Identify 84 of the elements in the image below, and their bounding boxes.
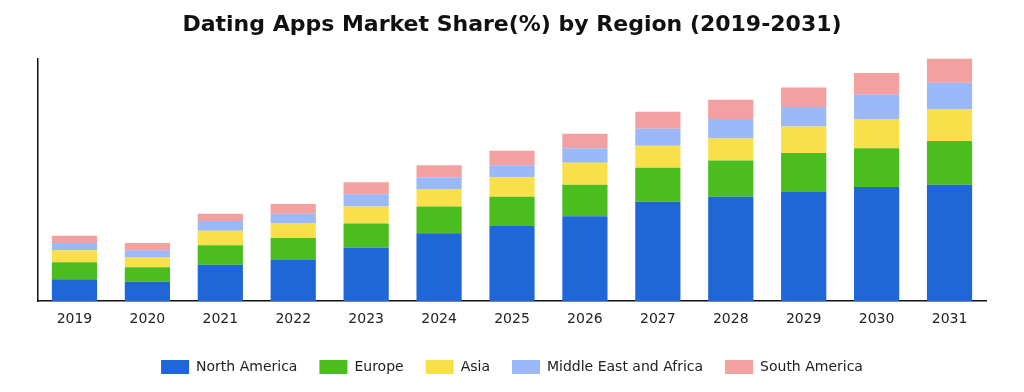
bar — [270, 259, 316, 302]
bar — [708, 119, 754, 139]
bar — [781, 106, 827, 127]
bar — [489, 177, 535, 197]
bar — [197, 245, 243, 265]
bar — [926, 109, 973, 141]
bar — [124, 257, 170, 268]
x-tick-label: 2026 — [567, 310, 603, 327]
bar — [854, 148, 900, 188]
x-tick-label: 2029 — [785, 310, 822, 327]
x-tick-label: 2030 — [858, 310, 895, 327]
bar — [635, 167, 681, 202]
legend-label: South America — [760, 357, 863, 374]
bar — [926, 82, 973, 110]
bar — [124, 242, 170, 251]
x-tick-label: 2031 — [931, 310, 968, 327]
bar — [51, 235, 98, 243]
bar — [854, 94, 900, 120]
bar — [635, 145, 681, 168]
bar — [416, 233, 462, 302]
bar — [197, 213, 243, 222]
bar — [197, 264, 243, 302]
x-tick-label: 2027 — [640, 310, 676, 327]
x-tick-label: 2025 — [494, 310, 530, 327]
bar — [270, 204, 316, 214]
bar — [51, 279, 98, 302]
bar — [343, 194, 389, 207]
bar — [562, 148, 608, 163]
bar — [51, 242, 98, 251]
legend-label: North America — [196, 357, 298, 374]
x-tick-label: 2019 — [56, 310, 93, 327]
x-tick-label: 2023 — [348, 310, 384, 327]
bar — [708, 160, 754, 197]
x-tick-label: 2020 — [129, 310, 166, 327]
bar — [124, 267, 170, 282]
bar — [635, 111, 681, 129]
bar — [562, 133, 608, 149]
bar — [635, 201, 681, 302]
bar — [708, 99, 754, 120]
bar — [854, 119, 900, 149]
bar — [562, 184, 608, 217]
bar — [51, 250, 98, 263]
legend-label: Middle East and Africa — [546, 357, 704, 374]
x-tick-label: 2021 — [202, 310, 239, 327]
bar — [854, 72, 900, 95]
bar — [270, 223, 316, 239]
bar — [635, 128, 681, 146]
bar — [781, 126, 827, 154]
bar — [781, 191, 827, 302]
bar — [416, 206, 462, 234]
bar — [124, 250, 170, 258]
legend-label: Asia — [460, 357, 490, 374]
bar — [270, 238, 316, 260]
bar — [926, 58, 973, 83]
bar — [781, 87, 827, 107]
bar — [854, 187, 900, 302]
bar — [51, 262, 98, 280]
bar — [489, 150, 535, 166]
bar — [708, 196, 754, 302]
bar — [343, 247, 389, 302]
bar — [416, 177, 462, 190]
bar — [124, 281, 170, 302]
legend-label: Europe — [354, 357, 404, 374]
bar — [489, 196, 535, 226]
bar — [489, 225, 535, 302]
bar — [197, 230, 243, 246]
bar — [781, 153, 827, 192]
bar — [416, 165, 462, 178]
x-tick-label: 2022 — [275, 310, 312, 327]
bar — [416, 189, 462, 207]
x-tick-label: 2028 — [712, 310, 749, 327]
bar — [197, 221, 243, 231]
chart-title: Dating Apps Market Share(%) by Region (2019-2031) — [182, 10, 842, 36]
bar — [270, 213, 316, 224]
bar — [926, 184, 973, 302]
bar — [562, 216, 608, 302]
bar — [489, 165, 535, 178]
bar — [562, 162, 608, 185]
bar — [343, 223, 389, 248]
bar — [343, 182, 389, 195]
bar — [926, 140, 973, 185]
bar — [708, 138, 754, 161]
bar — [343, 206, 389, 224]
x-tick-label: 2024 — [421, 310, 457, 327]
